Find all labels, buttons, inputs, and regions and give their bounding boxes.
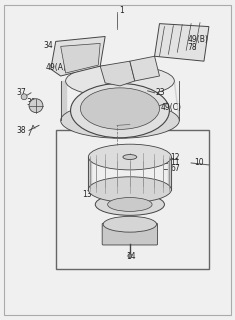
Text: 39: 39 (26, 98, 36, 107)
Polygon shape (61, 81, 66, 120)
Text: 1: 1 (119, 6, 124, 15)
Text: 38: 38 (16, 126, 26, 135)
Text: 12: 12 (170, 153, 180, 162)
Circle shape (21, 94, 27, 100)
Ellipse shape (108, 197, 152, 212)
FancyBboxPatch shape (56, 130, 209, 269)
Polygon shape (61, 44, 100, 73)
Text: 13: 13 (146, 200, 155, 209)
Polygon shape (51, 36, 105, 76)
Polygon shape (174, 81, 179, 120)
Ellipse shape (61, 103, 179, 138)
Text: 78: 78 (187, 43, 197, 52)
Text: 49(C): 49(C) (161, 103, 181, 112)
Polygon shape (88, 157, 91, 190)
Text: 23: 23 (156, 88, 165, 97)
Ellipse shape (123, 155, 137, 159)
Ellipse shape (80, 88, 160, 129)
Text: 13: 13 (82, 190, 92, 199)
Text: 37: 37 (16, 88, 26, 97)
Polygon shape (168, 157, 171, 190)
Ellipse shape (70, 84, 169, 138)
Ellipse shape (88, 144, 171, 170)
Polygon shape (130, 56, 160, 81)
FancyBboxPatch shape (102, 223, 157, 245)
FancyBboxPatch shape (4, 5, 231, 315)
Text: 34: 34 (44, 41, 54, 50)
Ellipse shape (88, 177, 171, 203)
Text: 11: 11 (170, 158, 180, 167)
Polygon shape (100, 61, 135, 86)
Text: 49(A): 49(A) (46, 63, 67, 72)
Polygon shape (155, 24, 209, 61)
Circle shape (128, 254, 132, 258)
Text: 10: 10 (194, 158, 204, 167)
Circle shape (29, 99, 43, 113)
Ellipse shape (66, 65, 174, 97)
Text: 67: 67 (170, 164, 180, 173)
Text: 14: 14 (126, 252, 136, 261)
Ellipse shape (103, 216, 157, 232)
Ellipse shape (103, 218, 157, 234)
Ellipse shape (95, 194, 164, 215)
Text: 49(B): 49(B) (187, 35, 208, 44)
